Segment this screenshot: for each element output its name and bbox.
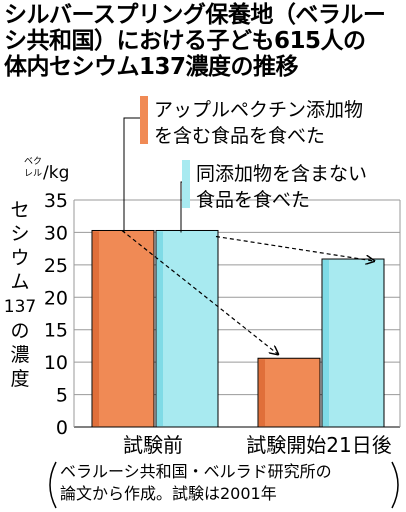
y-axis-label-char: ウ	[10, 247, 29, 269]
legend-label-line: 同添加物を含まない	[196, 163, 367, 185]
legend-leader-0	[123, 117, 140, 233]
y-tick-label: 0	[56, 417, 68, 439]
y-tick-label: 20	[44, 287, 68, 309]
source-note-line-2: 論文から作成。試験は2001年	[60, 484, 277, 503]
unit-label-part: ベク	[24, 156, 42, 167]
bar-highlight	[93, 231, 99, 426]
y-tick-label: 35	[44, 190, 68, 212]
legend-swatch-0	[140, 96, 148, 144]
unit-label-part: レル	[24, 169, 42, 179]
chart-title-line-2: シ共和国）における子ども615人の	[4, 28, 366, 54]
bar-highlight	[323, 260, 329, 426]
source-note-line-1: ベラルーシ共和国・ベルラド研究所の	[60, 462, 332, 481]
bar-orange-0	[91, 229, 155, 428]
bar-cyan-0	[155, 229, 219, 428]
trend-arrow-orange	[121, 230, 278, 354]
y-axis-label-char: の	[10, 320, 29, 342]
bar-highlight	[259, 359, 265, 426]
y-tick-label: 10	[44, 352, 68, 374]
chart-title-line-3: 体内セシウム137濃度の推移	[4, 54, 299, 80]
y-axis-label-char: シ	[10, 223, 29, 245]
bar-cyan-1	[321, 258, 385, 428]
unit-label-part: /kg	[43, 163, 69, 183]
bar-highlight	[157, 231, 163, 426]
y-axis-label-char: 137	[4, 297, 36, 317]
x-category-label: 試験前	[123, 433, 183, 457]
note-paren-left	[49, 461, 57, 509]
y-axis-label-char: セ	[10, 199, 29, 221]
y-axis-label-char: 濃	[10, 344, 29, 366]
y-axis-label-char: 度	[10, 368, 29, 390]
y-axis-label-char: ム	[10, 271, 29, 293]
chart-title-line-1: シルバースプリング保養地（ベラルー	[4, 2, 386, 28]
legend-swatch-1	[182, 160, 190, 208]
legend-leader-1	[180, 181, 182, 233]
x-category-label: 試験開始21日後	[246, 433, 391, 457]
note-paren-right	[391, 461, 399, 509]
trend-arrow-cyan	[215, 235, 374, 261]
legend-label-line: を含む食品を食べた	[154, 125, 325, 147]
y-tick-label: 15	[44, 320, 68, 342]
y-tick-label: 5	[56, 385, 68, 407]
bar-orange-1	[257, 357, 321, 428]
legend-label-line: アップルペクチン添加物	[154, 99, 363, 121]
legend-label-line: 食品を食べた	[196, 189, 310, 211]
y-tick-label: 30	[44, 222, 68, 244]
y-tick-label: 25	[44, 255, 68, 277]
